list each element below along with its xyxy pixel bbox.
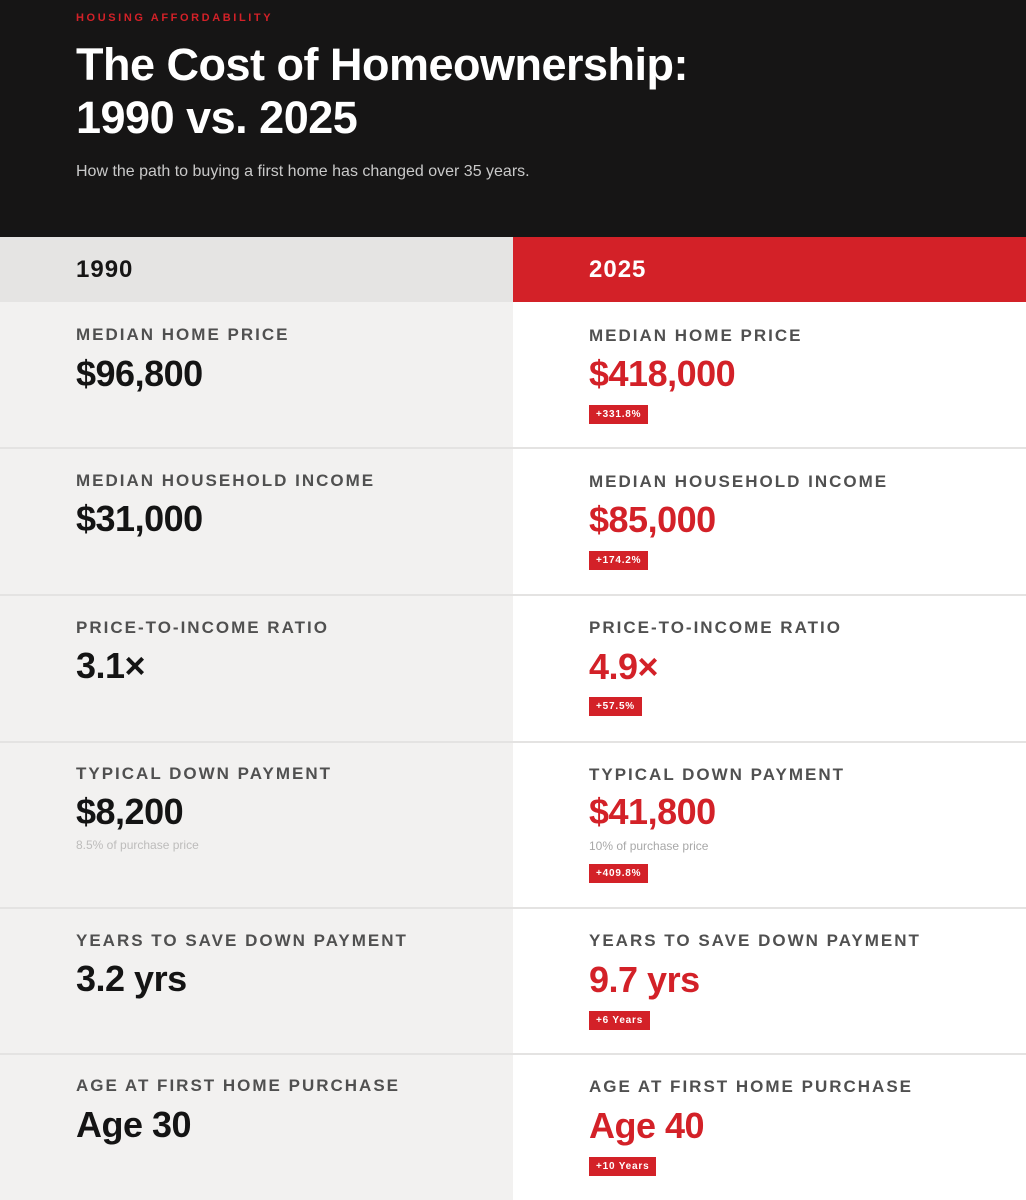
column-header-2025: 2025: [513, 237, 1026, 302]
change-badge: +57.5%: [589, 697, 642, 716]
metric-label: MEDIAN HOUSEHOLD INCOME: [76, 471, 376, 490]
metric-note: 10% of purchase price: [589, 839, 709, 853]
metric-value: $96,800: [76, 353, 203, 394]
metric-cell-2025-years-to-save: YEARS TO SAVE DOWN PAYMENT 9.7 yrs +6 Ye…: [513, 909, 1026, 1055]
metric-cell-2025-median-household-income: MEDIAN HOUSEHOLD INCOME $85,000 +174.2%: [513, 449, 1026, 596]
metric-label: TYPICAL DOWN PAYMENT: [76, 764, 332, 783]
metric-cell-2025-typical-down-payment: TYPICAL DOWN PAYMENT $41,800 10% of purc…: [513, 743, 1026, 909]
metric-cell-1990-median-household-income: MEDIAN HOUSEHOLD INCOME $31,000: [0, 449, 513, 596]
metric-value: 3.1×: [76, 645, 146, 686]
metric-cell-2025-price-to-income-ratio: PRICE-TO-INCOME RATIO 4.9× +57.5%: [513, 596, 1026, 743]
metric-label: PRICE-TO-INCOME RATIO: [76, 618, 329, 637]
metric-value: Age 40: [589, 1105, 705, 1146]
column-year-1990: 1990: [76, 256, 134, 283]
change-badge: +174.2%: [589, 551, 649, 570]
column-header-1990: 1990: [0, 237, 513, 302]
page-title: The Cost of Homeownership: 1990 vs. 2025: [76, 38, 689, 144]
metric-label: PRICE-TO-INCOME RATIO: [589, 618, 842, 637]
metric-value: $8,200: [76, 791, 184, 832]
metric-value: $41,800: [589, 791, 716, 832]
metric-label: AGE AT FIRST HOME PURCHASE: [76, 1076, 401, 1095]
metric-cell-1990-price-to-income-ratio: PRICE-TO-INCOME RATIO 3.1×: [0, 596, 513, 743]
metric-label: YEARS TO SAVE DOWN PAYMENT: [589, 931, 921, 950]
metric-cell-2025-age-first-purchase: AGE AT FIRST HOME PURCHASE Age 40 +10 Ye…: [513, 1055, 1026, 1200]
metric-label: TYPICAL DOWN PAYMENT: [589, 765, 845, 784]
change-badge: +409.8%: [589, 864, 649, 883]
metric-label: MEDIAN HOME PRICE: [589, 326, 803, 345]
header: HOUSING AFFORDABILITY The Cost of Homeow…: [0, 0, 1026, 237]
metric-cell-1990-years-to-save: YEARS TO SAVE DOWN PAYMENT 3.2 yrs: [0, 909, 513, 1055]
metric-cell-1990-age-first-purchase: AGE AT FIRST HOME PURCHASE Age 30: [0, 1055, 513, 1200]
metric-value: Age 30: [76, 1104, 192, 1145]
metric-value: $418,000: [589, 353, 736, 394]
title-line-2: 1990 vs. 2025: [76, 92, 358, 143]
change-badge: +331.8%: [589, 405, 649, 424]
metric-label: YEARS TO SAVE DOWN PAYMENT: [76, 931, 408, 950]
metric-value: $85,000: [589, 499, 716, 540]
metric-cell-1990-typical-down-payment: TYPICAL DOWN PAYMENT $8,200 8.5% of purc…: [0, 743, 513, 909]
title-line-1: The Cost of Homeownership:: [76, 39, 689, 90]
metric-value: 3.2 yrs: [76, 958, 187, 999]
metric-value: 9.7 yrs: [589, 959, 700, 1000]
change-badge: +10 Years: [589, 1157, 657, 1176]
metric-label: AGE AT FIRST HOME PURCHASE: [589, 1077, 914, 1096]
change-badge: +6 Years: [589, 1011, 651, 1030]
column-year-2025: 2025: [589, 256, 647, 283]
eyebrow-label: HOUSING AFFORDABILITY: [76, 12, 274, 24]
metric-value: $31,000: [76, 498, 203, 539]
metric-value: 4.9×: [589, 646, 659, 687]
page-subtitle: How the path to buying a first home has …: [76, 163, 530, 180]
metric-note: 8.5% of purchase price: [76, 838, 199, 852]
metric-cell-1990-median-home-price: MEDIAN HOME PRICE $96,800: [0, 302, 513, 449]
metric-cell-2025-median-home-price: MEDIAN HOME PRICE $418,000 +331.8%: [513, 302, 1026, 449]
metric-label: MEDIAN HOUSEHOLD INCOME: [589, 472, 889, 491]
metric-label: MEDIAN HOME PRICE: [76, 325, 290, 344]
